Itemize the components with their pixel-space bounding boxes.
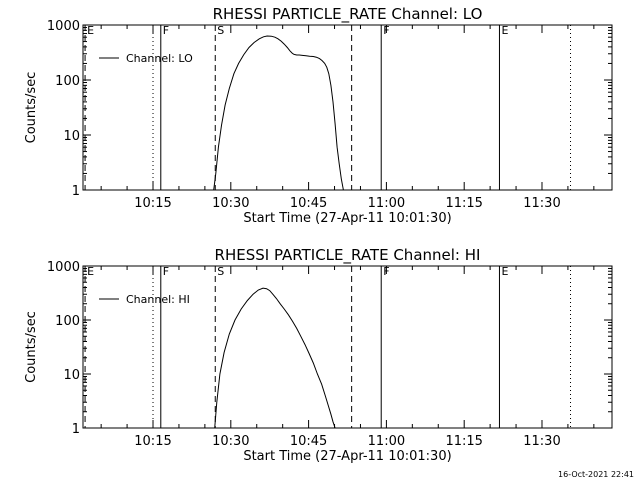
chart-hi: RHESSI PARTICLE_RATE Channel: HI Start Ti… (24, 246, 613, 464)
event-marker-label: F (383, 24, 389, 37)
legend-label: Channel: LO (126, 52, 193, 65)
event-marker-label: F (383, 265, 389, 278)
event-marker-label: E (501, 265, 508, 278)
x-tick-label: 10:15 (134, 196, 171, 211)
y-tick-label: 1000 (47, 19, 80, 34)
event-marker-label: S (217, 24, 224, 37)
plot-frame (82, 265, 613, 429)
y-tick-label: 100 (55, 314, 80, 329)
y-tick-label: 1 (72, 422, 80, 437)
event-marker-label: S (217, 265, 224, 278)
legend-label: Channel: HI (126, 293, 190, 306)
x-tick-label: 11:00 (368, 196, 405, 211)
event-marker-label: E (501, 24, 508, 37)
event-marker-label: F (163, 265, 169, 278)
chart-lo: RHESSI PARTICLE_RATE Channel: LO Start Ti… (24, 5, 613, 226)
y-tick-label: 100 (55, 74, 80, 89)
x-tick-label: 10:15 (134, 434, 171, 449)
x-tick-label: 10:30 (212, 434, 249, 449)
event-marker-label: F (163, 24, 169, 37)
x-tick-label: 11:15 (445, 196, 482, 211)
y-tick-label: 1000 (47, 260, 80, 275)
x-tick-label: 11:15 (445, 434, 482, 449)
event-marker-label: E (87, 265, 94, 278)
series-line (213, 35, 344, 191)
x-tick-label: 10:45 (290, 434, 327, 449)
y-tick-label: 10 (63, 368, 80, 383)
y-axis-label: Counts/sec (24, 72, 39, 144)
x-axis-label: Start Time (27-Apr-11 10:01:30) (243, 211, 451, 226)
plot-frame (82, 24, 613, 191)
y-axis-label: Counts/sec (24, 311, 39, 383)
chart-title: RHESSI PARTICLE_RATE Channel: LO (213, 5, 483, 24)
timestamp-footer: 16-Oct-2021 22:41 (558, 470, 634, 479)
x-axis-label: Start Time (27-Apr-11 10:01:30) (243, 449, 451, 464)
x-tick-label: 10:30 (212, 196, 249, 211)
x-tick-label: 11:00 (368, 434, 405, 449)
x-tick-label: 10:45 (290, 196, 327, 211)
x-tick-label: 11:30 (523, 196, 560, 211)
chart-title: RHESSI PARTICLE_RATE Channel: HI (215, 246, 481, 265)
event-marker-label: E (87, 24, 94, 37)
y-tick-label: 1 (72, 184, 80, 199)
series-line (214, 287, 336, 429)
x-tick-label: 11:30 (523, 434, 560, 449)
y-tick-label: 10 (63, 129, 80, 144)
